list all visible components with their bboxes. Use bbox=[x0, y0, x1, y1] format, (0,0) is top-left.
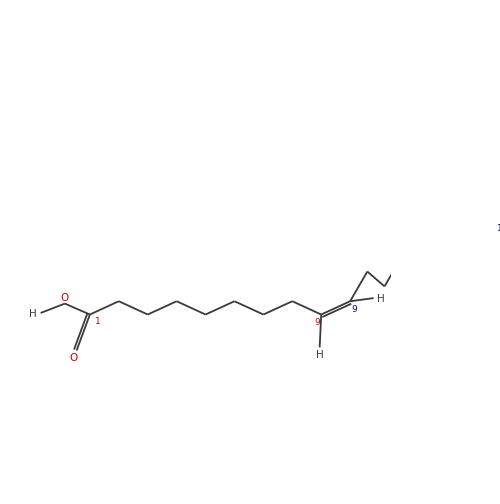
Text: H: H bbox=[316, 350, 324, 359]
Text: O: O bbox=[60, 293, 69, 303]
Text: H: H bbox=[378, 294, 385, 304]
Text: 9: 9 bbox=[352, 305, 358, 314]
Text: 1: 1 bbox=[94, 318, 100, 326]
Text: H: H bbox=[29, 309, 36, 319]
Text: 1: 1 bbox=[497, 224, 500, 233]
Text: O: O bbox=[70, 353, 78, 363]
Text: 9: 9 bbox=[314, 318, 320, 327]
